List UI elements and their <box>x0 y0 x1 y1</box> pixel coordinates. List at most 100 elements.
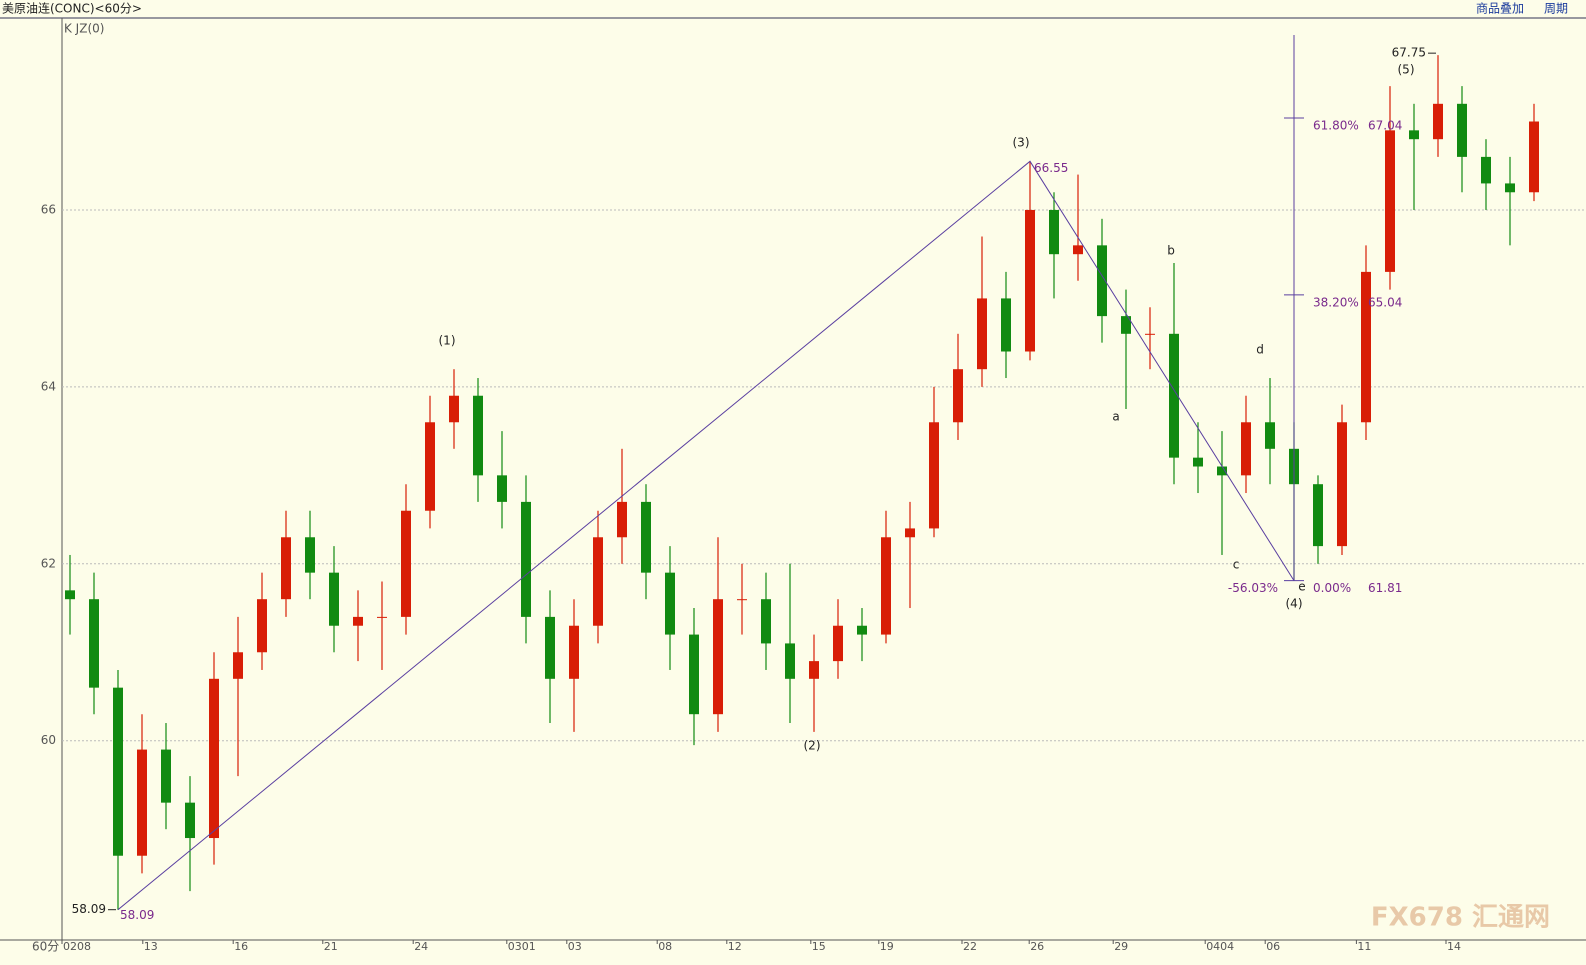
candle-body <box>713 599 723 715</box>
candle-body <box>209 678 219 839</box>
wave-label: a <box>1112 410 1119 424</box>
candle-body <box>641 501 651 573</box>
indicator-label: K JZ(0) <box>64 22 104 36</box>
wave-label: (4) <box>1286 597 1303 611</box>
x-tick-label: 21 <box>324 940 338 953</box>
candle-body <box>1529 121 1539 193</box>
candle-body <box>929 422 939 529</box>
x-tick-label: 26 <box>1030 940 1044 953</box>
x-tick-label: 22 <box>963 940 977 953</box>
candle-body <box>545 616 555 679</box>
candle-body <box>689 634 699 715</box>
candle-body <box>401 510 411 617</box>
candle-body <box>137 749 147 856</box>
x-tick-label: 0208 <box>63 940 91 953</box>
x-tick-label: 15 <box>812 940 826 953</box>
wave-label: e <box>1298 580 1305 594</box>
fib-level-label: 61.80% <box>1313 118 1359 132</box>
candle-body <box>905 528 915 538</box>
candle-body <box>1097 245 1107 317</box>
candle-body <box>833 625 843 662</box>
candle-body <box>1193 457 1203 467</box>
candle-body <box>161 749 171 803</box>
candle-body <box>953 369 963 423</box>
trendline-price: 58.09 <box>120 908 154 922</box>
x-tick-label: 0404 <box>1206 940 1234 953</box>
candle-body <box>89 599 99 688</box>
period-label: 60分 <box>32 940 59 954</box>
high-price-label: 67.75 <box>1392 46 1426 60</box>
x-tick-label: 13 <box>144 940 158 953</box>
fib-level-price: 61.81 <box>1368 581 1402 595</box>
chart-title: 美原油连(CONC)<60分> <box>2 1 142 16</box>
candle-body <box>665 572 675 635</box>
candle-body <box>497 475 507 502</box>
candle-body <box>233 652 243 679</box>
low-price-label: 58.09 <box>72 902 106 916</box>
candle-body <box>281 537 291 600</box>
fib-extension-label: -56.03% <box>1228 581 1278 595</box>
candle-body <box>569 625 579 679</box>
candle-body <box>785 643 795 679</box>
candle-body <box>1145 333 1155 335</box>
candle-body <box>1169 333 1179 458</box>
candle-body <box>473 395 483 476</box>
candle-body <box>353 616 363 626</box>
candle-body <box>65 590 75 600</box>
x-tick-label: 24 <box>414 940 428 953</box>
wave-label: b <box>1167 244 1175 258</box>
trendline-price: 66.55 <box>1034 161 1068 175</box>
candle-body <box>425 422 435 511</box>
x-tick-label: 11 <box>1357 940 1371 953</box>
wave-label: (3) <box>1013 136 1030 150</box>
candle-body <box>857 625 867 635</box>
wave-label: (5) <box>1398 63 1415 77</box>
candle-body <box>809 661 819 679</box>
candle-body <box>593 537 603 626</box>
candle-body <box>1049 209 1059 255</box>
candle-body <box>113 687 123 856</box>
candle-body <box>1505 183 1515 193</box>
candle-body <box>329 572 339 626</box>
x-tick-label: 06 <box>1266 940 1280 953</box>
x-tick-label: 16 <box>234 940 248 953</box>
candle-body <box>881 537 891 635</box>
candle-body <box>1409 130 1419 140</box>
x-tick-label: 14 <box>1447 940 1461 953</box>
watermark: FX678 汇通网 <box>1371 903 1550 933</box>
y-tick-label: 62 <box>41 556 56 570</box>
candle-body <box>305 537 315 573</box>
wave-trendline <box>117 160 1295 911</box>
candle-body <box>761 599 771 644</box>
candle-body <box>1385 130 1395 272</box>
fib-level-price: 67.04 <box>1368 118 1402 132</box>
toolbar <box>0 0 1586 18</box>
candle-body <box>737 599 747 601</box>
candle-body <box>1025 209 1035 352</box>
wave-label: (1) <box>439 334 456 348</box>
candle-body <box>977 298 987 370</box>
candle-body <box>1073 245 1083 255</box>
x-tick-label: 08 <box>658 940 672 953</box>
candle-body <box>1481 156 1491 184</box>
candle-body <box>377 616 387 618</box>
toolbar-button[interactable]: 商品叠加 <box>1476 1 1524 16</box>
candle-body <box>1265 422 1275 449</box>
x-tick-label: 19 <box>880 940 894 953</box>
wave-label: c <box>1233 558 1240 572</box>
candle-body <box>521 501 531 617</box>
x-tick-label: 0301 <box>508 940 536 953</box>
toolbar-button[interactable]: 周期 <box>1544 2 1568 16</box>
wave-label: d <box>1256 343 1264 357</box>
y-tick-label: 60 <box>41 733 56 747</box>
wave-label: (2) <box>804 739 821 753</box>
fib-level-label: 38.20% <box>1313 295 1359 309</box>
candle-body <box>1121 316 1131 334</box>
x-tick-label: 12 <box>728 940 742 953</box>
candle-body <box>1433 103 1443 140</box>
candle-body <box>1457 103 1467 157</box>
candle-body <box>257 599 267 653</box>
y-tick-label: 66 <box>41 202 56 216</box>
